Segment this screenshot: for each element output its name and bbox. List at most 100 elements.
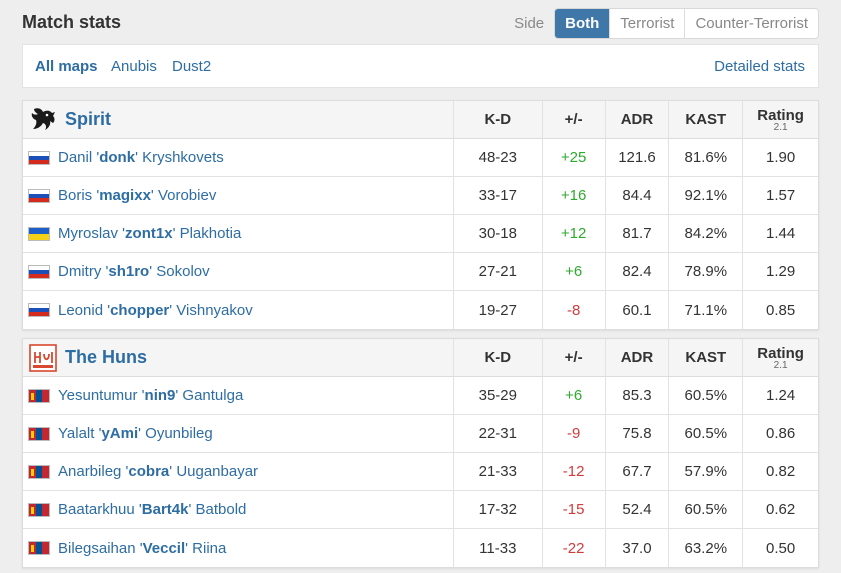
detailed-stats-link[interactable]: Detailed stats [714, 58, 805, 75]
plus-minus-value: +25 [541, 139, 605, 176]
russia-flag-icon [28, 264, 50, 279]
rating-value: 0.50 [742, 529, 818, 567]
player-last-name: Vishnyakov [176, 301, 253, 319]
kast-value: 57.9% [668, 453, 742, 490]
player-first-name: Bilegsaihan [58, 539, 136, 557]
player-link[interactable]: Danil 'donk' Kryshkovets [58, 149, 224, 166]
rating-value: 1.29 [742, 253, 818, 290]
player-link[interactable]: Dmitry 'sh1ro' Sokolov [58, 263, 210, 280]
table-row: Yalalt 'yAmi' Oyunbileg 22-31 -9 75.8 60.5% 0… [23, 415, 818, 453]
player-nickname: sh1ro [108, 263, 150, 280]
mongolia-flag-icon [28, 541, 50, 555]
adr-value: 75.8 [604, 415, 669, 452]
player-last-name: Vorobiev [157, 187, 217, 204]
player-last-name: Gantulga [182, 387, 244, 404]
player-cell: Boris 'magixx' Vorobiev [23, 177, 453, 214]
dragon-logo-icon [28, 105, 58, 135]
col-header-rating[interactable]: Rating 2.1 [742, 339, 818, 376]
rating-value: 1.24 [742, 377, 818, 414]
player-link[interactable]: Myroslav 'zont1x' Plakhotia [58, 225, 242, 242]
kd-value: 17-32 [452, 491, 542, 528]
table-row: Leonid 'chopper' Vishnyakov 19-27 -8 60.1 71… [23, 291, 818, 329]
kast-value: 71.1% [668, 291, 742, 329]
team-name-spirit[interactable]: Spirit [65, 109, 112, 129]
rating-value: 0.85 [742, 291, 818, 329]
table-row: Danil 'donk' Kryshkovets 48-23 +25 121.6 81.… [23, 139, 818, 177]
adr-value: 84.4 [604, 177, 669, 214]
match-stats-header: Match stats Side Both Terrorist Counter-… [22, 8, 819, 40]
player-first-name: Yalalt [58, 425, 95, 442]
kast-value: 60.5% [668, 491, 742, 528]
player-link[interactable]: Baatarkhuu 'Bart4k' Batbold [58, 501, 247, 518]
side-terrorist-button[interactable]: Terrorist [609, 9, 685, 38]
kast-value: 63.2% [668, 529, 742, 567]
adr-value: 81.7 [604, 215, 669, 252]
plus-minus-value: +16 [541, 177, 605, 214]
player-first-name: Danil [58, 149, 93, 166]
kd-value: 48-23 [452, 139, 542, 176]
col-header-plus-minus[interactable]: +/- [541, 339, 605, 376]
kast-value: 60.5% [668, 415, 742, 452]
team-stats-table-spirit: Spirit K-D +/- ADR KAST Rating 2.1 Danil… [22, 100, 819, 330]
map-tab-anubis[interactable]: Anubis [111, 58, 157, 75]
plus-minus-value: -12 [541, 453, 605, 490]
table-row: Bilegsaihan 'Veccil' Riina 11-33 -22 37.0 63… [23, 529, 818, 567]
kast-value: 81.6% [668, 139, 742, 176]
table-row: Dmitry 'sh1ro' Sokolov 27-21 +6 82.4 78.9% 1.… [23, 253, 818, 291]
col-header-kd[interactable]: K-D [452, 101, 542, 138]
russia-flag-icon [28, 150, 50, 165]
player-rows: Danil 'donk' Kryshkovets 48-23 +25 121.6 81.… [23, 139, 818, 329]
kd-value: 27-21 [452, 253, 542, 290]
player-link[interactable]: Anarbileg 'cobra' Uuganbayar [58, 463, 259, 480]
player-rows: Yesuntumur 'nin9' Gantulga 35-29 +6 85.3 60.… [23, 377, 818, 567]
player-link[interactable]: Leonid 'chopper' Vishnyakov [58, 301, 253, 319]
rating-value: 1.90 [742, 139, 818, 176]
table-row: Myroslav 'zont1x' Plakhotia 30-18 +12 81.7 8… [23, 215, 818, 253]
col-header-plus-minus[interactable]: +/- [541, 101, 605, 138]
plus-minus-value: +6 [541, 377, 605, 414]
player-cell: Baatarkhuu 'Bart4k' Batbold [23, 491, 453, 528]
col-header-rating[interactable]: Rating 2.1 [742, 101, 818, 138]
plus-minus-value: -22 [541, 529, 605, 567]
kd-value: 19-27 [452, 291, 542, 329]
col-header-kast[interactable]: KAST [668, 101, 742, 138]
team-name-huns[interactable]: The Huns [65, 347, 148, 367]
side-ct-button[interactable]: Counter-Terrorist [684, 9, 818, 38]
col-header-adr[interactable]: ADR [604, 339, 669, 376]
adr-value: 60.1 [604, 291, 669, 329]
side-both-button[interactable]: Both [555, 9, 610, 38]
kast-value: 84.2% [668, 215, 742, 252]
table-row: Baatarkhuu 'Bart4k' Batbold 17-32 -15 52.4 6… [23, 491, 818, 529]
adr-value: 82.4 [604, 253, 669, 290]
map-tab-all[interactable]: All maps [35, 58, 98, 75]
adr-value: 121.6 [604, 139, 669, 176]
russia-flag-icon [28, 303, 50, 317]
kast-value: 92.1% [668, 177, 742, 214]
player-nickname: yAmi [101, 425, 139, 442]
col-header-kd[interactable]: K-D [452, 339, 542, 376]
col-header-kast[interactable]: KAST [668, 339, 742, 376]
player-cell: Leonid 'chopper' Vishnyakov [23, 291, 453, 329]
team-cell: The Huns [23, 339, 453, 376]
plus-minus-value: -8 [541, 291, 605, 329]
rating-version: 2.1 [773, 121, 788, 133]
side-segmented-control: Both Terrorist Counter-Terrorist [554, 8, 819, 39]
player-link[interactable]: Boris 'magixx' Vorobiev [58, 187, 217, 204]
team-cell: Spirit [23, 101, 453, 138]
player-link[interactable]: Yalalt 'yAmi' Oyunbileg [58, 425, 213, 442]
player-first-name: Boris [58, 187, 93, 204]
player-nickname: magixx [99, 187, 151, 204]
kd-value: 30-18 [452, 215, 542, 252]
col-header-adr[interactable]: ADR [604, 101, 669, 138]
rating-value: 0.82 [742, 453, 818, 490]
kd-value: 11-33 [452, 529, 542, 567]
player-link[interactable]: Bilegsaihan 'Veccil' Riina [58, 539, 227, 557]
player-link[interactable]: Yesuntumur 'nin9' Gantulga [58, 387, 244, 404]
player-first-name: Myroslav [58, 225, 119, 242]
player-nickname: chopper [110, 301, 170, 319]
player-first-name: Leonid [58, 301, 104, 319]
map-tab-dust2[interactable]: Dust2 [172, 58, 212, 75]
player-last-name: Riina [192, 539, 227, 557]
adr-value: 67.7 [604, 453, 669, 490]
table-header-row: Spirit K-D +/- ADR KAST Rating 2.1 [23, 101, 818, 139]
